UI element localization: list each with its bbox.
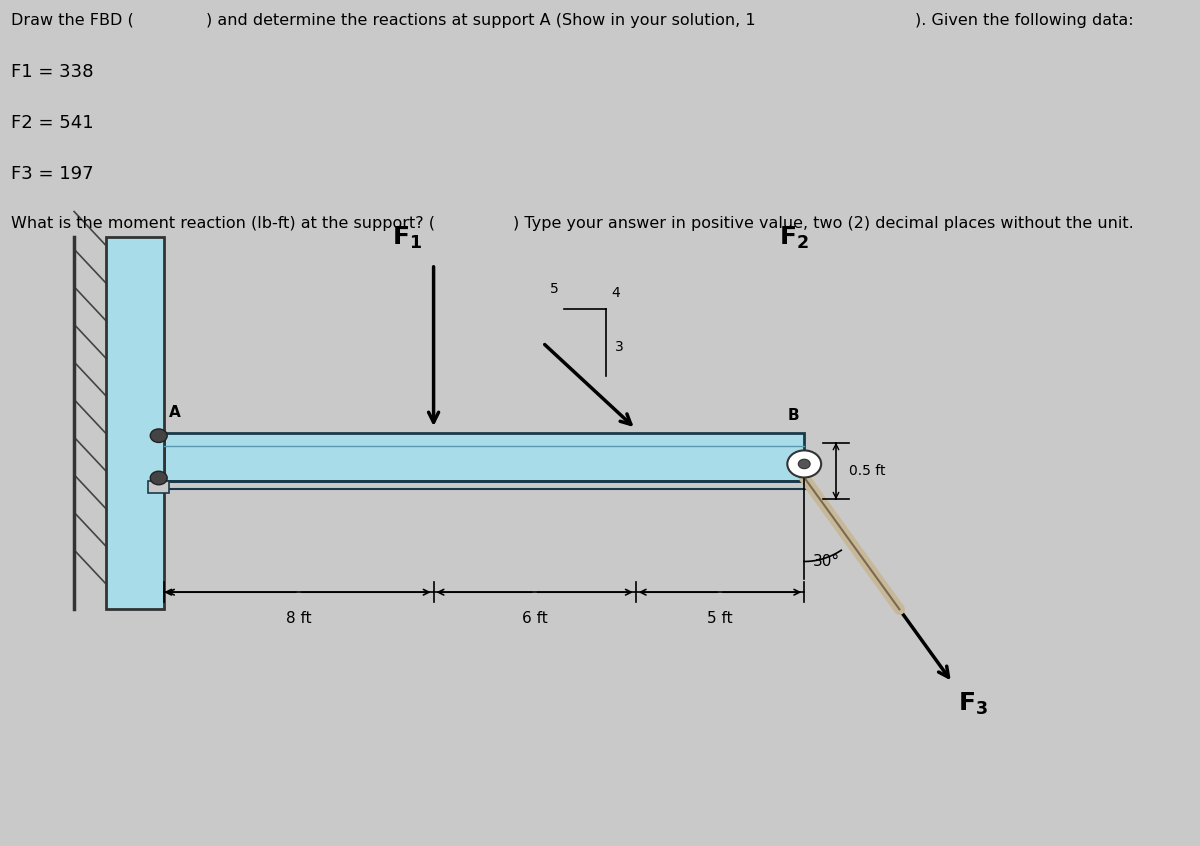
Bar xyxy=(106,237,164,609)
Text: $\mathbf{F_3}$: $\mathbf{F_3}$ xyxy=(958,691,988,717)
Text: ) Type your answer in positive value, two (2) decimal places without the unit.: ) Type your answer in positive value, tw… xyxy=(514,216,1134,231)
Text: 30°: 30° xyxy=(812,553,840,569)
Text: ) and determine the reactions at support A (Show in your solution, 1: ) and determine the reactions at support… xyxy=(206,13,756,28)
Text: A: A xyxy=(169,405,181,420)
Text: 4: 4 xyxy=(612,286,620,300)
Text: F2 = 541: F2 = 541 xyxy=(11,114,94,132)
Text: 0.5 ft: 0.5 ft xyxy=(848,464,886,478)
Text: $\mathbf{F_1}$: $\mathbf{F_1}$ xyxy=(392,225,422,251)
Circle shape xyxy=(150,429,167,442)
Text: 5: 5 xyxy=(550,282,558,296)
Text: F3 = 197: F3 = 197 xyxy=(11,165,94,183)
Text: 3: 3 xyxy=(614,340,623,354)
Text: Draw the FBD (: Draw the FBD ( xyxy=(11,13,133,28)
Circle shape xyxy=(150,471,167,485)
Bar xyxy=(164,433,804,481)
Text: B: B xyxy=(787,408,799,423)
Text: 6 ft: 6 ft xyxy=(522,611,547,626)
Circle shape xyxy=(798,459,810,469)
Text: F1 = 338: F1 = 338 xyxy=(11,63,94,81)
Text: ). Given the following data:: ). Given the following data: xyxy=(916,13,1134,28)
Text: 8 ft: 8 ft xyxy=(286,611,312,626)
Circle shape xyxy=(787,450,821,477)
Text: 5 ft: 5 ft xyxy=(707,611,733,626)
Text: What is the moment reaction (lb-ft) at the support? (: What is the moment reaction (lb-ft) at t… xyxy=(11,216,434,231)
Text: $\mathbf{F_2}$: $\mathbf{F_2}$ xyxy=(779,225,809,251)
Bar xyxy=(148,481,169,493)
